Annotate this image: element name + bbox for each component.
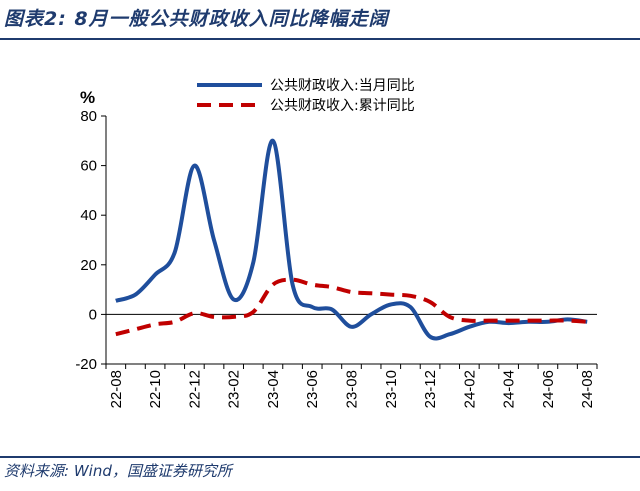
x-tick-label: 22-12	[186, 370, 203, 408]
x-tick-label: 23-10	[383, 370, 400, 408]
figure-source: 资料来源: Wind，国盛证券研究所	[4, 462, 232, 480]
x-tick-label: 22-10	[147, 370, 164, 408]
x-tick-label: 24-02	[461, 370, 478, 408]
x-tick-label: 23-06	[304, 370, 321, 408]
x-tick-label: 22-08	[108, 370, 125, 408]
x-tick-label: 23-02	[226, 370, 243, 408]
x-tick-label: 23-04	[265, 370, 282, 408]
y-tick-label: 80	[80, 108, 97, 125]
y-tick-label: 20	[80, 257, 97, 274]
series-line-monthly-yoy	[115, 138, 588, 341]
x-tick-label: 23-08	[344, 370, 361, 408]
x-tick-label: 24-06	[540, 370, 557, 408]
y-tick-label: 40	[80, 207, 97, 224]
x-tick-label: 24-08	[579, 370, 596, 408]
figure-title: 图表2: 8月一般公共财政收入同比降幅走阔	[4, 8, 389, 30]
y-tick-label: 0	[89, 306, 97, 323]
series-line-cumulative-yoy	[115, 277, 588, 337]
title-rule	[0, 38, 640, 40]
source-rule	[0, 456, 640, 458]
legend-label: 公共财政收入:当月同比	[270, 78, 415, 94]
y-tick-label: -20	[75, 356, 97, 373]
x-tick-label: 24-04	[501, 370, 518, 408]
legend-label: 公共财政收入:累计同比	[270, 98, 415, 114]
x-tick-label: 23-12	[422, 370, 439, 408]
y-tick-label: 60	[80, 158, 97, 175]
y-unit-label: %	[80, 88, 95, 107]
